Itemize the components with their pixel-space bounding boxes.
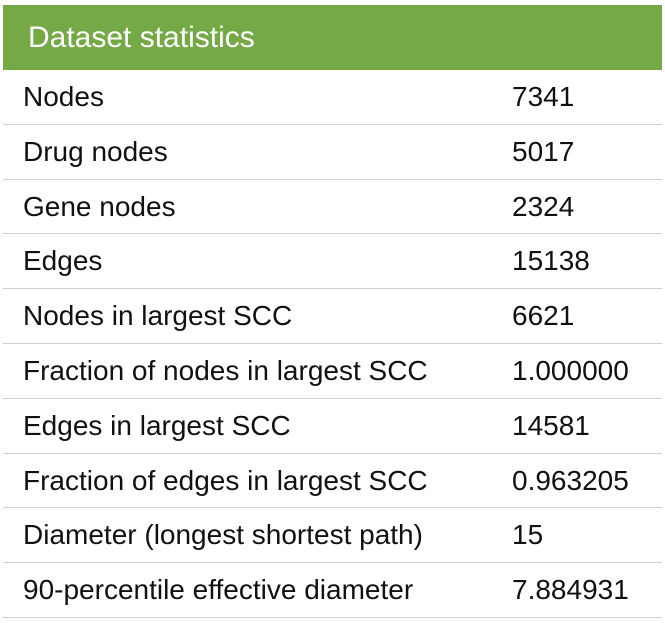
row-label: Fraction of edges in largest SCC [23, 464, 428, 496]
table-title: Dataset statistics [3, 5, 662, 70]
row-label: Drug nodes [23, 135, 168, 167]
row-label: Edges [23, 245, 103, 277]
row-value: 15 [512, 519, 544, 551]
row-label: Nodes in largest SCC [23, 300, 293, 332]
row-value: 7341 [512, 81, 575, 112]
row-value: 6621 [512, 300, 575, 332]
row-label: Diameter (longest shortest path) [23, 519, 423, 551]
table-row: Diameter (longest shortest path) 15 [3, 508, 662, 564]
table-row: Nodes in largest SCC 6621 [3, 289, 662, 344]
row-value: 2324 [512, 190, 575, 222]
dataset-statistics-table: Dataset statistics Nodes 7341 Drug nodes… [3, 5, 662, 618]
table-row: Drug nodes 5017 [3, 125, 662, 180]
row-value: 14581 [512, 409, 590, 441]
table-row: Edges in largest SCC 14581 [3, 399, 662, 454]
table-row: Fraction of nodes in largest SCC 1.00000… [3, 344, 662, 399]
row-value: 0.963205 [512, 464, 629, 496]
row-label: 90-percentile effective diameter [23, 574, 414, 606]
row-value: 1.000000 [512, 354, 629, 386]
table-row: Edges 15138 [3, 234, 662, 290]
row-label: Edges in largest SCC [23, 409, 291, 441]
table-row: Fraction of edges in largest SCC 0.96320… [3, 454, 662, 509]
row-label: Nodes [23, 81, 104, 112]
row-value: 15138 [512, 245, 590, 277]
row-value: 5017 [512, 135, 575, 167]
table-row: Nodes 7341 [3, 70, 662, 125]
row-label: Gene nodes [23, 190, 176, 222]
row-value: 7.884931 [512, 574, 629, 606]
row-label: Fraction of nodes in largest SCC [23, 354, 428, 386]
table-row: 90-percentile effective diameter 7.88493… [3, 563, 662, 618]
table-row: Gene nodes 2324 [3, 180, 662, 235]
